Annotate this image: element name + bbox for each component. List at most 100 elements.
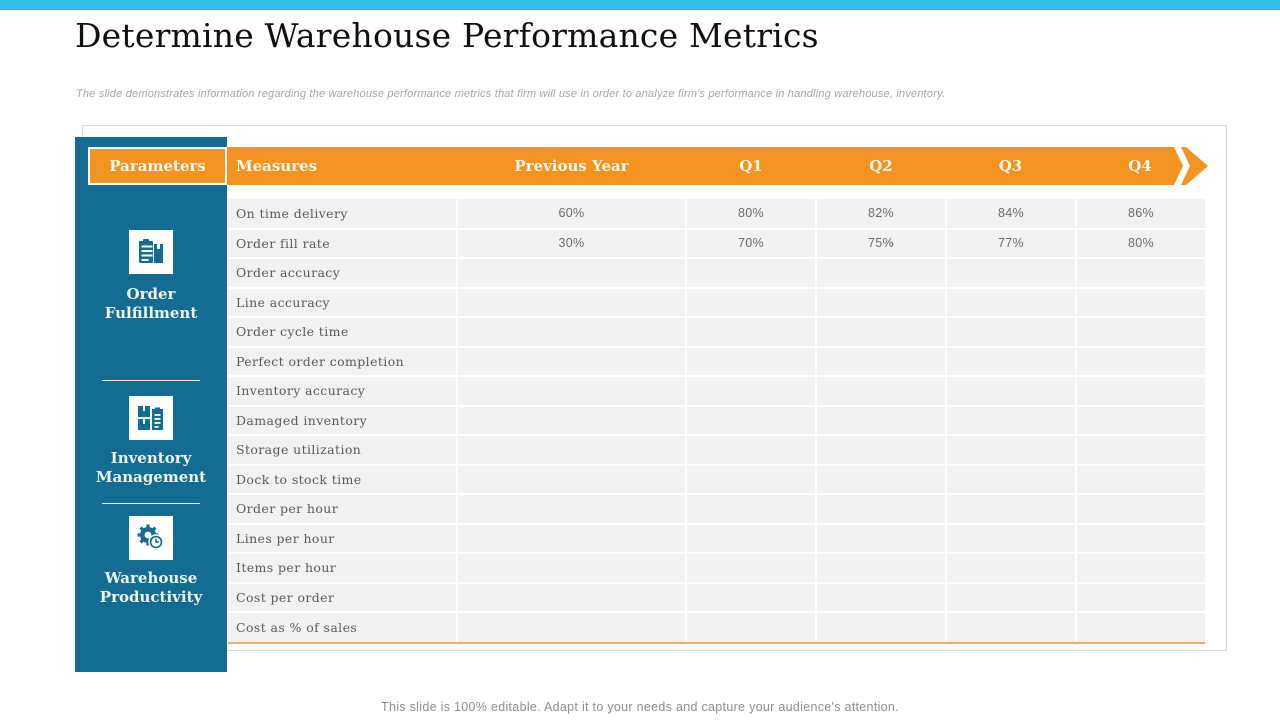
q3-cell (946, 258, 1077, 289)
q4-cell (1076, 376, 1205, 407)
previous-year-cell (457, 464, 687, 495)
q1-cell (686, 287, 817, 318)
q4-cell (1076, 346, 1205, 377)
q2-cell (816, 258, 947, 289)
q4-cell (1076, 258, 1205, 289)
table-row: Order fill rate 30% 70% 75% 77% 80% (228, 228, 1205, 259)
previous-year-cell (457, 376, 687, 407)
table-row: Items per hour (228, 553, 1205, 584)
measure-cell: Order per hour (228, 494, 458, 525)
q2-cell (816, 553, 947, 584)
q3-cell (946, 287, 1077, 318)
q1-cell (686, 317, 817, 348)
parameters-label: Parameters (109, 157, 206, 175)
table-row: Cost as % of sales (228, 612, 1205, 642)
q1-cell (686, 346, 817, 377)
column-header-previous-year: Previous Year (514, 157, 629, 175)
q3-cell (946, 464, 1077, 495)
measure-cell: Inventory accuracy (228, 376, 458, 407)
measure-cell: Dock to stock time (228, 464, 458, 495)
measure-cell: Items per hour (228, 553, 458, 584)
column-header-q2: Q2 (869, 157, 893, 175)
column-header-measures: Measures (236, 157, 318, 175)
q3-cell (946, 346, 1077, 377)
q3-cell (946, 582, 1077, 613)
q1-cell (686, 494, 817, 525)
inventory-boxes-icon (136, 403, 166, 433)
table-row: Line accuracy (228, 287, 1205, 318)
q2-cell (816, 435, 947, 466)
q1-cell (686, 405, 817, 436)
q4-cell (1076, 464, 1205, 495)
q3-cell (946, 612, 1077, 642)
previous-year-cell (457, 523, 687, 554)
table-row: Cost per order (228, 582, 1205, 613)
q2-cell (816, 376, 947, 407)
previous-year-cell (457, 405, 687, 436)
q4-cell: 80% (1076, 228, 1205, 259)
q1-cell (686, 523, 817, 554)
warehouse-productivity-icon-box (129, 516, 173, 560)
q3-cell (946, 553, 1077, 584)
q3-cell: 77% (946, 228, 1077, 259)
inventory-management-icon-box (129, 396, 173, 440)
q2-cell: 82% (816, 199, 947, 230)
previous-year-cell: 30% (457, 228, 687, 259)
q4-cell (1076, 523, 1205, 554)
footer-note: This slide is 100% editable. Adapt it to… (381, 700, 899, 714)
metrics-table: On time delivery 60% 80% 82% 84% 86% Ord… (228, 199, 1205, 642)
table-row: Order per hour (228, 494, 1205, 525)
order-fulfillment-icon-box (129, 230, 173, 274)
measure-cell: Order fill rate (228, 228, 458, 259)
measure-cell: Order cycle time (228, 317, 458, 348)
column-header-q1: Q1 (739, 157, 763, 175)
previous-year-cell (457, 435, 687, 466)
q2-cell (816, 582, 947, 613)
table-row: Order accuracy (228, 258, 1205, 289)
q4-cell: 86% (1076, 199, 1205, 230)
table-row: Order cycle time (228, 317, 1205, 348)
table-row: Damaged inventory (228, 405, 1205, 436)
q2-cell (816, 287, 947, 318)
q2-cell (816, 317, 947, 348)
q1-cell (686, 582, 817, 613)
page-title: Determine Warehouse Performance Metrics (75, 16, 819, 55)
previous-year-cell (457, 317, 687, 348)
sidebar-item-inventory-management: Inventory Management (95, 449, 207, 486)
q1-cell (686, 258, 817, 289)
slide-subtitle: The slide demonstrates information regar… (76, 88, 946, 100)
q3-cell (946, 523, 1077, 554)
previous-year-cell (457, 582, 687, 613)
q2-cell (816, 346, 947, 377)
top-accent-bar (0, 0, 1280, 10)
measure-cell: Line accuracy (228, 287, 458, 318)
clipboard-checklist-icon (136, 237, 166, 267)
q3-cell (946, 317, 1077, 348)
table-row: Dock to stock time (228, 464, 1205, 495)
table-row: Inventory accuracy (228, 376, 1205, 407)
sidebar-item-warehouse-productivity: Warehouse Productivity (99, 569, 203, 606)
q3-cell: 84% (946, 199, 1077, 230)
previous-year-cell (457, 258, 687, 289)
q2-cell (816, 464, 947, 495)
q1-cell (686, 376, 817, 407)
q4-cell (1076, 287, 1205, 318)
table-row: On time delivery 60% 80% 82% 84% 86% (228, 199, 1205, 230)
sidebar-divider (102, 380, 200, 381)
sidebar-divider (102, 503, 200, 504)
q4-cell (1076, 553, 1205, 584)
table-row: Perfect order completion (228, 346, 1205, 377)
q1-cell: 70% (686, 228, 817, 259)
previous-year-cell (457, 553, 687, 584)
previous-year-cell (457, 346, 687, 377)
q1-cell (686, 435, 817, 466)
q2-cell (816, 494, 947, 525)
q2-cell (816, 612, 947, 642)
measure-cell: Cost as % of sales (228, 612, 458, 642)
q4-cell (1076, 494, 1205, 525)
measure-cell: On time delivery (228, 199, 458, 230)
q3-cell (946, 405, 1077, 436)
q4-cell (1076, 435, 1205, 466)
column-header-q4: Q4 (1128, 157, 1152, 175)
